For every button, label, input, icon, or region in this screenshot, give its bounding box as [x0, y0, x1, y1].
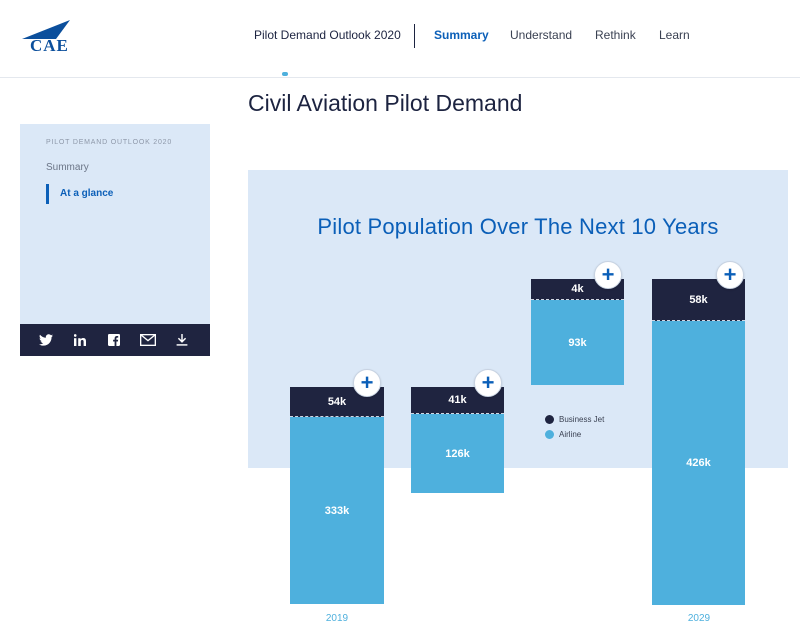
x-tick-label-2029: 2029 [687, 613, 711, 624]
chart-legend: Business Jet Airline [545, 412, 604, 442]
expand-plus-icon[interactable]: + [353, 369, 381, 397]
nav-tab-summary[interactable]: Summary [434, 28, 489, 42]
legend-dot-airline [545, 430, 554, 439]
x-tick-label-2019: 2019 [325, 613, 349, 624]
facebook-icon[interactable] [97, 324, 131, 356]
nav-tab-rethink[interactable]: Rethink [595, 28, 636, 42]
legend-item-airline: Airline [545, 427, 604, 442]
email-icon[interactable] [131, 324, 165, 356]
expand-plus-icon[interactable]: + [594, 261, 622, 289]
nav-tab-understand[interactable]: Understand [510, 28, 573, 42]
bar-airline-3: 93k [531, 300, 624, 385]
share-bar [20, 324, 210, 356]
cae-logo-icon[interactable] [20, 18, 90, 56]
linkedin-icon[interactable] [63, 324, 97, 356]
breadcrumb-fragment [282, 72, 288, 76]
nav-tab-learn[interactable]: Learn [659, 28, 690, 42]
bar-airline-2019: 333k [290, 417, 384, 604]
cae-logo-text[interactable]: CAE [30, 36, 69, 55]
chart-title: Pilot Population Over The Next 10 Years [317, 214, 719, 239]
bar-airline-2029: 426k [652, 321, 745, 605]
legend-label-business-jet: Business Jet [559, 415, 605, 424]
page-title: Civil Aviation Pilot Demand [248, 90, 523, 116]
legend-item-business-jet: Business Jet [545, 412, 604, 427]
sidebar-item-at-a-glance[interactable]: At a glance [46, 184, 113, 204]
expand-plus-icon[interactable]: + [716, 261, 744, 289]
nav-divider [414, 24, 415, 48]
sidebar-item-summary[interactable]: Summary [46, 162, 89, 173]
bar-airline-2: 126k [411, 414, 504, 493]
download-icon[interactable] [165, 324, 199, 356]
legend-label-airline: Airline [559, 430, 582, 439]
expand-plus-icon[interactable]: + [474, 369, 502, 397]
nav-brand-title[interactable]: Pilot Demand Outlook 2020 [254, 28, 401, 42]
top-header: CAE Pilot Demand Outlook 2020 Summary Un… [0, 0, 800, 78]
sidebar-nav: PILOT DEMAND OUTLOOK 2020 Summary At a g… [20, 124, 210, 324]
sidebar-heading: PILOT DEMAND OUTLOOK 2020 [46, 139, 173, 146]
legend-dot-business-jet [545, 415, 554, 424]
twitter-icon[interactable] [29, 324, 63, 356]
